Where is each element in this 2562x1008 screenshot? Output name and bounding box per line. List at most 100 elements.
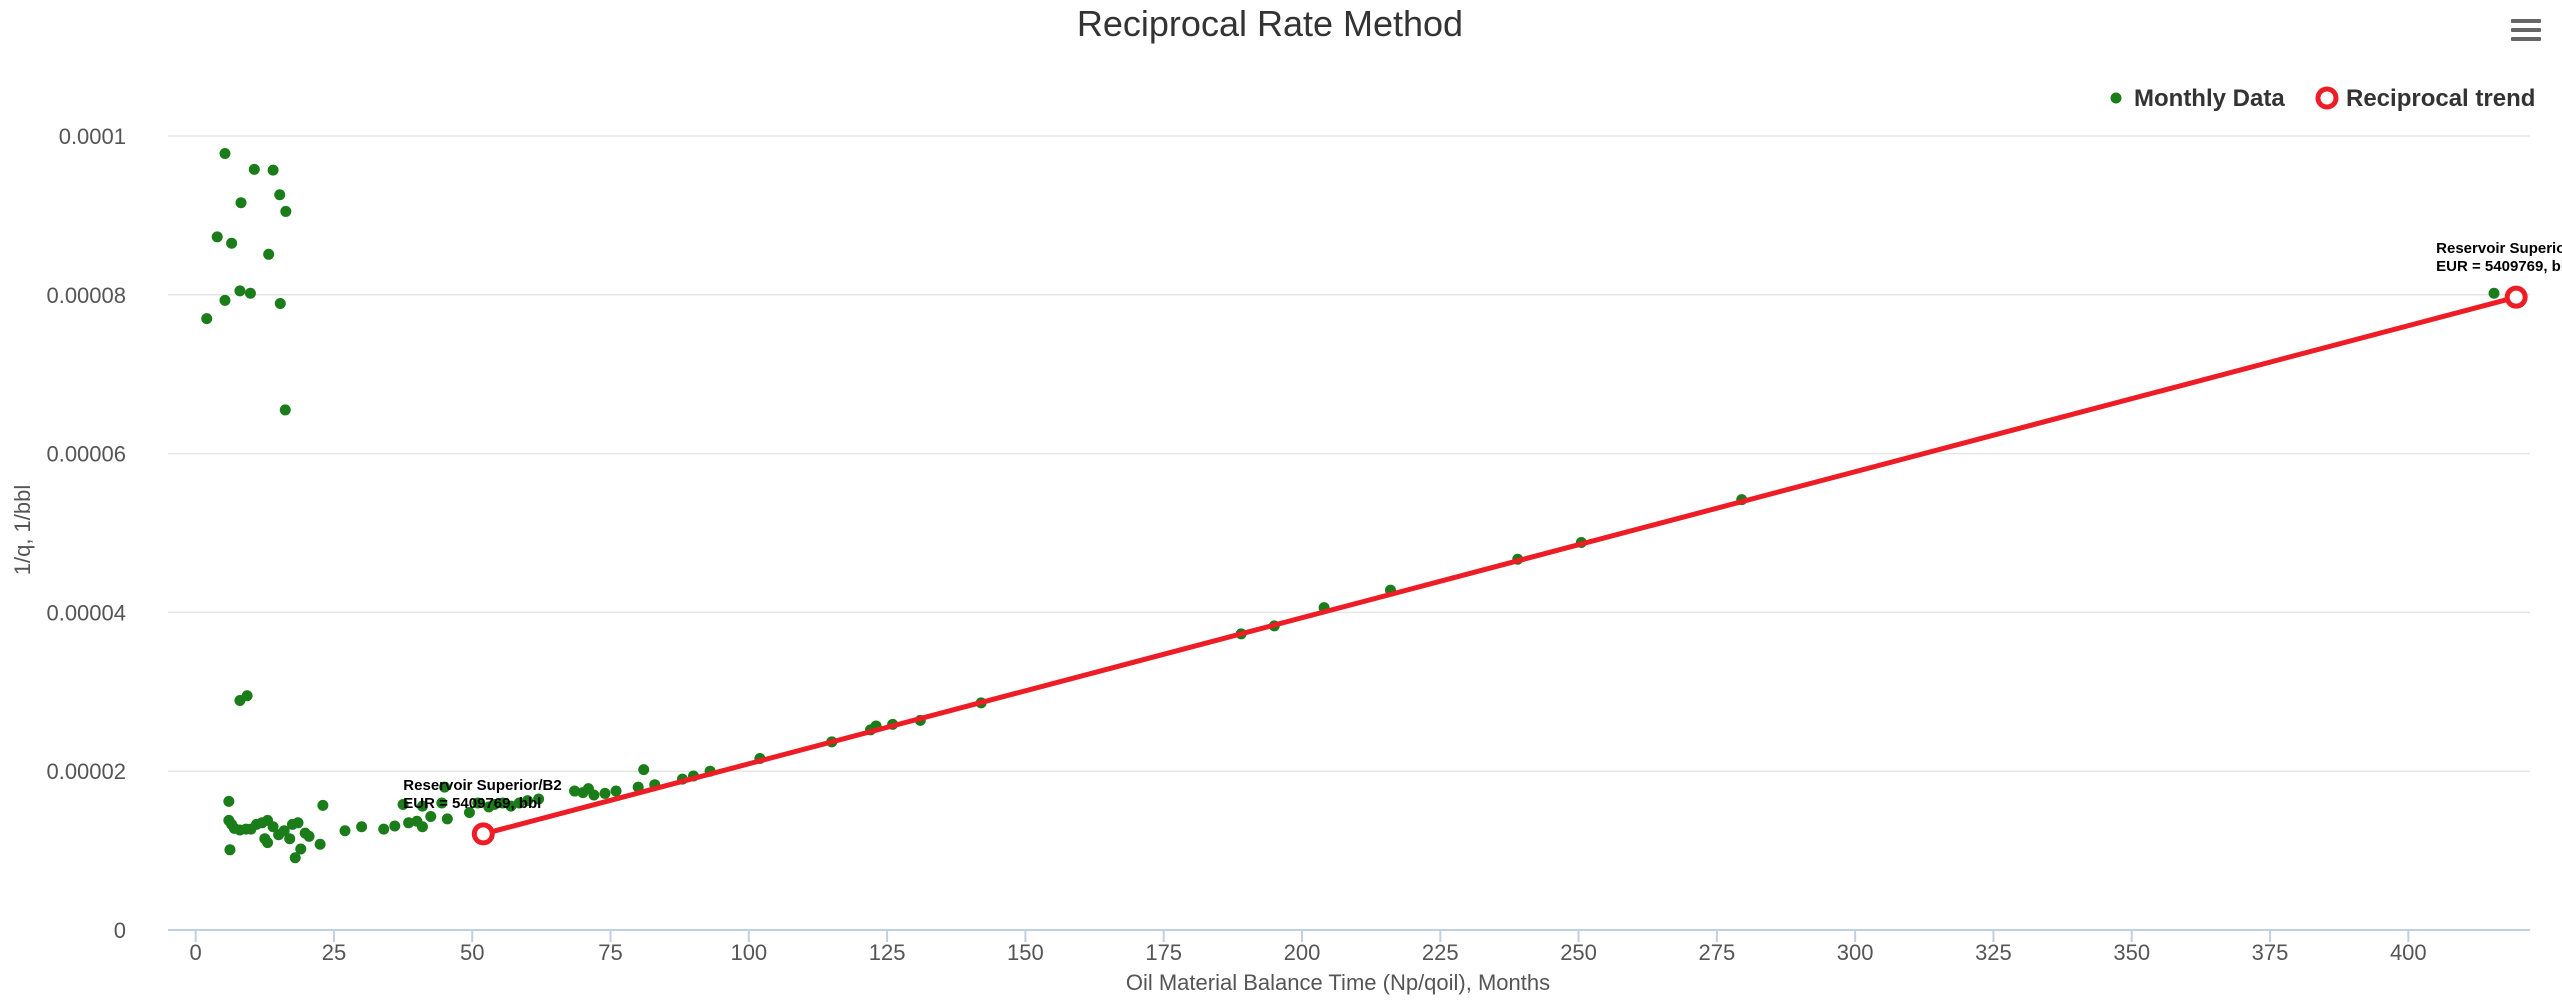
- x-tick-label: 325: [1975, 940, 2012, 965]
- data-point[interactable]: [292, 817, 304, 829]
- x-tick-label: 125: [869, 940, 906, 965]
- y-tick-label: 0: [114, 918, 126, 943]
- x-tick-label: 225: [1422, 940, 1459, 965]
- data-point[interactable]: [317, 799, 329, 811]
- data-point[interactable]: [274, 189, 286, 201]
- data-point[interactable]: [223, 795, 235, 807]
- data-point[interactable]: [219, 294, 231, 306]
- data-point[interactable]: [378, 823, 390, 835]
- x-tick-label: 100: [730, 940, 767, 965]
- data-point[interactable]: [278, 825, 290, 837]
- data-point[interactable]: [497, 797, 509, 809]
- data-point[interactable]: [439, 781, 451, 793]
- trend-endpoint-marker[interactable]: [471, 822, 495, 846]
- annotation-reservoir-label: Reservoir Superior/B2: [403, 777, 561, 794]
- x-axis-title: Oil Material Balance Time (Np/qoil), Mon…: [1126, 970, 1550, 995]
- data-point[interactable]: [295, 843, 307, 855]
- data-point[interactable]: [389, 820, 401, 832]
- x-tick-label: 200: [1284, 940, 1321, 965]
- data-point[interactable]: [262, 837, 274, 849]
- reciprocal-trend-series: [471, 285, 2528, 846]
- data-point[interactable]: [241, 690, 253, 702]
- data-point[interactable]: [219, 147, 231, 159]
- data-point[interactable]: [274, 298, 286, 310]
- data-point[interactable]: [248, 163, 260, 175]
- y-tick-label: 0.00006: [46, 442, 126, 467]
- x-tick-label: 75: [598, 940, 622, 965]
- data-point[interactable]: [303, 830, 315, 842]
- y-axis-title: 1/q, 1/bbl: [10, 485, 35, 576]
- data-point[interactable]: [284, 833, 296, 845]
- data-point[interactable]: [488, 799, 500, 811]
- data-point[interactable]: [226, 237, 238, 249]
- y-axis-ticks: 0 0.00002 0.00004 0.00006 0.00008 0.0001: [46, 124, 126, 943]
- x-tick-label: 25: [322, 940, 346, 965]
- data-point[interactable]: [513, 797, 525, 809]
- data-point[interactable]: [403, 817, 415, 829]
- legend-item-monthly-data[interactable]: Monthly Data: [2110, 85, 2286, 112]
- data-point[interactable]: [505, 800, 517, 812]
- data-point[interactable]: [533, 793, 545, 805]
- data-point[interactable]: [224, 844, 236, 856]
- data-point[interactable]: [201, 313, 213, 325]
- data-point[interactable]: [267, 821, 279, 833]
- data-point[interactable]: [280, 205, 292, 217]
- x-tick-label: 0: [190, 940, 202, 965]
- annotation-eur-label: EUR = 5409769, bbl: [2436, 258, 2562, 275]
- data-point[interactable]: [244, 287, 256, 299]
- data-point[interactable]: [472, 797, 484, 809]
- annotation-reservoir-label: Reservoir Superior/B2: [2436, 240, 2562, 257]
- legend-marker-monthly-data: [2110, 92, 2122, 104]
- x-axis-ticks: 0 25 50 75 100 125 150 175 200 225 250 275 300 325 350…: [190, 930, 2427, 965]
- data-point[interactable]: [599, 787, 611, 799]
- chart-title: Reciprocal Rate Method: [1077, 3, 1463, 44]
- data-point[interactable]: [569, 785, 581, 797]
- x-tick-label: 350: [2113, 940, 2150, 965]
- x-tick-label: 175: [1145, 940, 1182, 965]
- data-point[interactable]: [463, 806, 475, 818]
- trend-endpoint-marker[interactable]: [2504, 285, 2528, 309]
- x-tick-label: 250: [1560, 940, 1597, 965]
- data-point[interactable]: [263, 248, 275, 260]
- data-point[interactable]: [522, 795, 534, 807]
- data-point[interactable]: [416, 821, 428, 833]
- data-point[interactable]: [441, 813, 453, 825]
- data-point[interactable]: [416, 800, 428, 812]
- y-tick-label: 0.00004: [46, 600, 126, 625]
- y-tick-label: 0.00008: [46, 283, 126, 308]
- monthly-data-series: [201, 147, 2500, 864]
- data-point[interactable]: [436, 797, 448, 809]
- x-tick-label: 375: [2252, 940, 2289, 965]
- legend: Monthly Data Reciprocal trend: [2110, 85, 2535, 112]
- data-point[interactable]: [289, 852, 301, 864]
- x-tick-label: 150: [1007, 940, 1044, 965]
- data-point[interactable]: [279, 404, 291, 416]
- data-point[interactable]: [2488, 287, 2500, 299]
- data-point[interactable]: [610, 785, 622, 797]
- legend-label-monthly-data: Monthly Data: [2134, 85, 2285, 112]
- data-point[interactable]: [234, 285, 246, 297]
- data-point[interactable]: [356, 821, 368, 833]
- y-tick-label: 0.00002: [46, 759, 126, 784]
- data-point[interactable]: [638, 764, 650, 776]
- data-point[interactable]: [235, 197, 247, 209]
- grid-lines: [168, 135, 2530, 772]
- chart-menu-button[interactable]: [2500, 10, 2550, 50]
- legend-label-reciprocal-trend: Reciprocal trend: [2346, 85, 2535, 112]
- data-point[interactable]: [397, 799, 409, 811]
- annotation-eur-label: EUR = 5409769, bbl: [403, 795, 541, 812]
- y-tick-label: 0.0001: [59, 124, 126, 149]
- data-point[interactable]: [211, 231, 223, 243]
- data-point[interactable]: [588, 789, 600, 801]
- trend-line: [482, 294, 2517, 837]
- data-point[interactable]: [425, 810, 437, 822]
- data-point[interactable]: [267, 164, 279, 176]
- hamburger-menu-icon: [2511, 19, 2541, 41]
- legend-item-reciprocal-trend[interactable]: Reciprocal trend: [2315, 85, 2535, 112]
- x-tick-label: 300: [1837, 940, 1874, 965]
- data-point[interactable]: [314, 838, 326, 850]
- data-point[interactable]: [339, 825, 351, 837]
- x-tick-label: 400: [2390, 940, 2427, 965]
